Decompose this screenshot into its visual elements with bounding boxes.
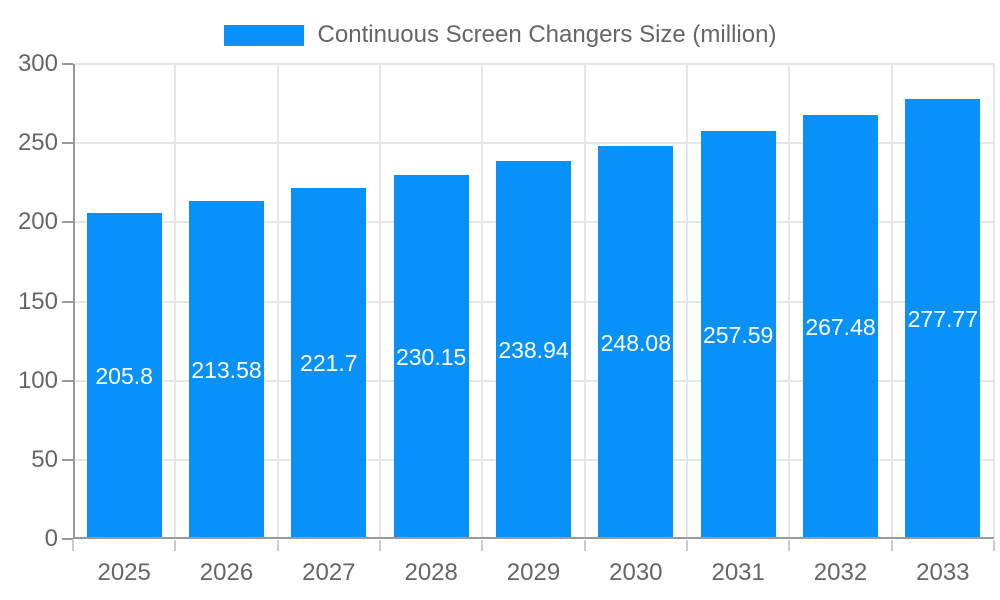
y-tick-label: 100 <box>17 366 58 394</box>
plot-area <box>73 63 995 539</box>
bar-value-label: 238.94 <box>498 336 569 363</box>
y-axis-tick <box>62 458 73 461</box>
bar-value-label: 205.8 <box>95 363 153 390</box>
bar[interactable] <box>905 99 981 538</box>
y-axis-line <box>73 64 75 539</box>
gridline-vertical <box>276 64 279 539</box>
y-tick-label: 0 <box>44 525 58 552</box>
bar[interactable] <box>700 131 776 538</box>
bar[interactable] <box>803 115 878 538</box>
legend-label: Continuous Screen Changers Size (million… <box>317 21 777 48</box>
y-axis-tick <box>62 63 73 65</box>
gridline-vertical <box>379 64 381 539</box>
legend[interactable]: Continuous Screen Changers Size (million… <box>0 20 1000 50</box>
x-axis-tick <box>481 540 484 551</box>
bar-value-label: 213.58 <box>191 356 262 383</box>
gridline-horizontal <box>73 142 994 145</box>
bar[interactable] <box>598 146 674 538</box>
x-tick-label: 2032 <box>813 559 868 586</box>
x-tick-label: 2029 <box>506 559 561 586</box>
y-tick-label: 200 <box>17 208 58 236</box>
gridline-vertical <box>890 64 893 539</box>
bar-value-label: 221.7 <box>300 350 358 377</box>
x-tick-label: 2033 <box>916 559 970 586</box>
x-tick-label: 2030 <box>609 559 663 586</box>
x-axis-tick <box>993 540 995 551</box>
x-axis-tick <box>379 540 381 551</box>
y-axis-tick <box>62 538 73 540</box>
bar[interactable] <box>496 160 571 538</box>
bar-value-label: 230.15 <box>395 343 467 370</box>
x-axis-tick <box>890 540 893 551</box>
gridline-vertical <box>788 64 791 539</box>
x-axis-tick <box>276 540 279 551</box>
bar-value-label: 277.77 <box>907 306 978 333</box>
bar-value-label: 267.48 <box>805 314 876 341</box>
x-tick-label: 2031 <box>711 559 765 586</box>
x-axis-tick <box>174 540 177 551</box>
bar[interactable] <box>189 200 264 538</box>
x-axis-tick <box>72 540 74 551</box>
y-tick-label: 50 <box>31 445 58 473</box>
y-axis-tick <box>62 221 73 224</box>
y-axis-tick <box>62 142 73 145</box>
x-tick-label: 2028 <box>404 559 458 586</box>
legend-swatch <box>223 24 304 46</box>
x-axis-tick <box>788 540 791 551</box>
gridline-vertical <box>583 64 586 539</box>
x-tick-label: 2025 <box>97 559 151 586</box>
bar[interactable] <box>86 213 162 538</box>
x-tick-label: 2027 <box>302 559 356 586</box>
x-tick-label: 2026 <box>199 559 254 586</box>
bar[interactable] <box>393 174 469 538</box>
x-axis-tick <box>686 540 688 551</box>
gridline-vertical <box>174 64 177 539</box>
bar-value-label: 248.08 <box>600 329 671 356</box>
bar-value-label: 257.59 <box>702 322 774 349</box>
gridline-vertical <box>686 64 688 539</box>
gridline-vertical <box>481 64 484 539</box>
gridline-vertical <box>993 64 995 539</box>
x-axis-line <box>73 537 994 539</box>
y-tick-label: 250 <box>17 129 58 157</box>
y-axis-tick <box>62 300 73 303</box>
y-tick-label: 150 <box>17 287 58 315</box>
y-axis-tick <box>62 379 73 382</box>
x-axis-tick <box>583 540 586 551</box>
y-tick-label: 300 <box>17 50 58 77</box>
bar[interactable] <box>291 187 367 538</box>
gridline-horizontal <box>73 63 994 65</box>
